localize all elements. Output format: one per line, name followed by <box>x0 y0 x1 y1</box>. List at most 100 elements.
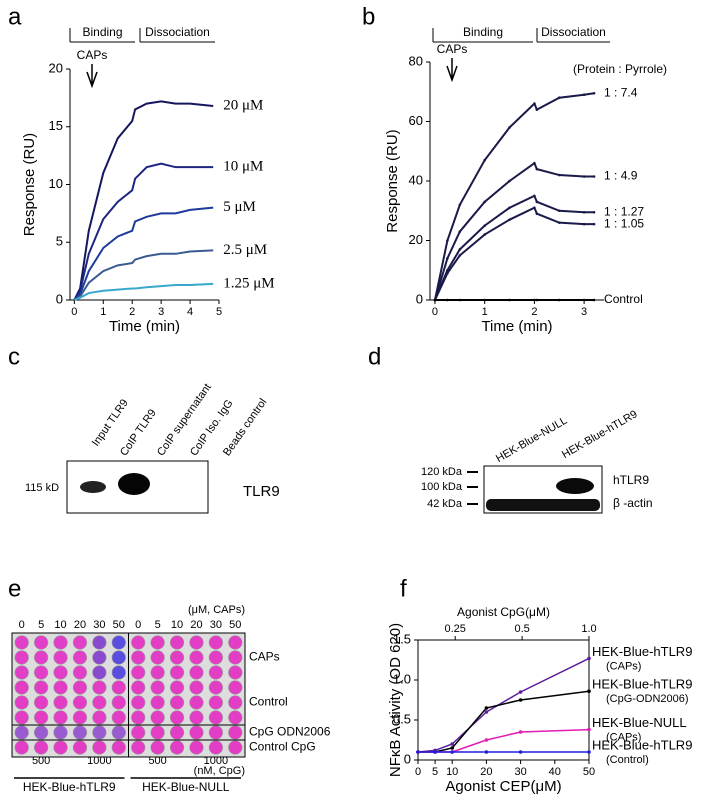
panel-letter: c <box>8 343 20 370</box>
well <box>14 710 29 725</box>
well <box>228 665 243 680</box>
well <box>208 650 223 665</box>
dose-label: 0 <box>19 619 25 631</box>
well <box>111 665 126 680</box>
y-tick-label: 1.0 <box>393 671 411 686</box>
phase-label: Binding <box>82 25 122 39</box>
well <box>53 695 68 710</box>
well <box>208 635 223 650</box>
well <box>189 650 204 665</box>
well <box>111 725 126 740</box>
well <box>131 740 146 755</box>
well <box>111 740 126 755</box>
well <box>189 665 204 680</box>
well <box>111 650 126 665</box>
series-line <box>73 162 214 301</box>
well <box>131 665 146 680</box>
y-tick-label: 0 <box>416 291 423 306</box>
lane-label: HEK-Blue-hTLR9 <box>560 408 640 461</box>
well <box>72 650 88 665</box>
marker-label: 115 kD <box>25 482 59 494</box>
y-tick-label: 15 <box>49 118 63 133</box>
series-label: 1.25 μM <box>223 275 274 291</box>
well <box>34 680 49 695</box>
x-tick-label: 0 <box>415 766 421 778</box>
well <box>14 740 29 755</box>
dose-label: 500 <box>148 755 166 767</box>
y-tick-label: 0 <box>404 751 411 766</box>
series-label: Control <box>604 292 643 306</box>
well <box>53 680 68 695</box>
series-line <box>434 161 595 301</box>
well <box>131 710 146 725</box>
arrow-label: CAPs <box>77 48 108 62</box>
well <box>92 695 107 710</box>
blot-c: Input TLR9 CoIP TLR9 CoIP supernatant Co… <box>25 382 280 514</box>
series-line <box>418 728 590 753</box>
well <box>131 695 146 710</box>
well <box>228 725 243 740</box>
well <box>92 680 107 695</box>
row-label: Control CpG <box>249 740 316 754</box>
x-tick-label: 0 <box>71 306 77 318</box>
dose-label: 50 <box>113 619 125 631</box>
well <box>131 680 146 695</box>
well <box>228 650 243 665</box>
well <box>34 695 49 710</box>
well <box>14 635 29 650</box>
band <box>486 499 600 511</box>
panel-letter: e <box>8 575 21 602</box>
lane-label: CoIP TLR9 <box>118 407 159 458</box>
well <box>92 650 107 665</box>
well <box>14 650 29 665</box>
well <box>72 710 88 725</box>
well <box>53 650 68 665</box>
series-label: HEK-Blue-hTLR9 <box>592 644 692 659</box>
well <box>34 650 49 665</box>
dose-label: 30 <box>210 619 222 631</box>
series-label: 1 : 7.4 <box>604 85 638 99</box>
series-label: HEK-Blue-hTLR9 <box>592 737 692 752</box>
dose-label: 10 <box>171 619 183 631</box>
series-label: 2.5 μM <box>223 242 267 258</box>
y-tick-label: 10 <box>49 176 63 191</box>
dose-label: 20 <box>190 619 202 631</box>
marker-label: 42 kDa <box>427 498 463 510</box>
well <box>14 680 29 695</box>
series-line <box>418 690 590 753</box>
series-label: 20 μM <box>223 97 263 113</box>
well <box>150 635 165 650</box>
dose-label: 0 <box>135 619 141 631</box>
well <box>34 665 49 680</box>
series-label: 1 : 1.05 <box>604 216 644 230</box>
dose-label: 30 <box>93 619 105 631</box>
well <box>189 740 204 755</box>
y-tick-label: 0.5 <box>393 711 411 726</box>
series-line <box>434 194 595 301</box>
arrow-label: CAPs <box>437 42 468 56</box>
well <box>53 740 68 755</box>
well <box>228 710 243 725</box>
x-axis-label: Time (min) <box>109 318 180 335</box>
target-label: hTLR9 <box>613 473 649 487</box>
x-tick-label: 4 <box>187 306 193 318</box>
well <box>92 740 107 755</box>
series-line <box>433 92 595 301</box>
well <box>208 740 223 755</box>
target-label: TLR9 <box>243 483 280 500</box>
well <box>92 665 107 680</box>
x-tick-label: 50 <box>583 766 595 778</box>
series-line <box>73 100 214 301</box>
well <box>131 725 146 740</box>
well <box>169 710 185 725</box>
series-line <box>434 206 595 301</box>
marker-label: 120 kDa <box>421 466 463 478</box>
dose-label: 10 <box>54 619 66 631</box>
series-label: 1 : 1.27 <box>604 204 644 218</box>
series-line <box>73 206 214 301</box>
x2-tick-label: 0.5 <box>514 623 529 635</box>
y-tick-label: 5 <box>56 234 63 249</box>
well <box>169 680 185 695</box>
x2-tick-label: 0.25 <box>445 623 466 635</box>
dose-label: 20 <box>74 619 86 631</box>
